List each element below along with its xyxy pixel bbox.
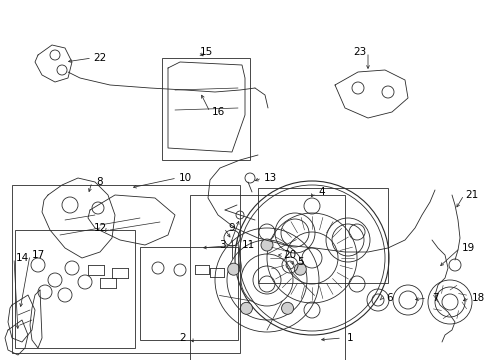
Text: 4: 4 [318,187,325,197]
Text: 13: 13 [263,173,276,183]
Text: 11: 11 [241,240,254,250]
Bar [258,188,387,283]
Text: 15: 15 [199,47,212,57]
Bar [190,195,345,360]
Text: 1: 1 [346,333,353,343]
Circle shape [261,239,272,251]
Text: 22: 22 [93,53,106,63]
Circle shape [227,263,239,275]
Text: 16: 16 [211,107,224,117]
Circle shape [281,302,293,314]
Text: 20: 20 [283,250,296,260]
Text: 10: 10 [178,173,191,183]
Text: 23: 23 [353,47,366,57]
Circle shape [294,263,305,275]
Text: 19: 19 [461,243,474,253]
Text: 5: 5 [296,257,303,267]
Text: 18: 18 [470,293,484,303]
Circle shape [240,302,252,314]
Bar [162,58,249,160]
Text: 3: 3 [218,240,225,250]
Text: 17: 17 [31,250,44,260]
Text: 21: 21 [465,190,478,200]
Text: 8: 8 [97,177,103,187]
Bar [12,185,240,353]
Text: 12: 12 [93,223,106,233]
Text: 14: 14 [15,253,29,263]
Bar [15,230,135,348]
Text: 2: 2 [179,333,186,343]
Text: 6: 6 [386,293,392,303]
Text: 7: 7 [431,293,437,303]
Bar [140,247,238,340]
Text: 9: 9 [228,223,235,233]
